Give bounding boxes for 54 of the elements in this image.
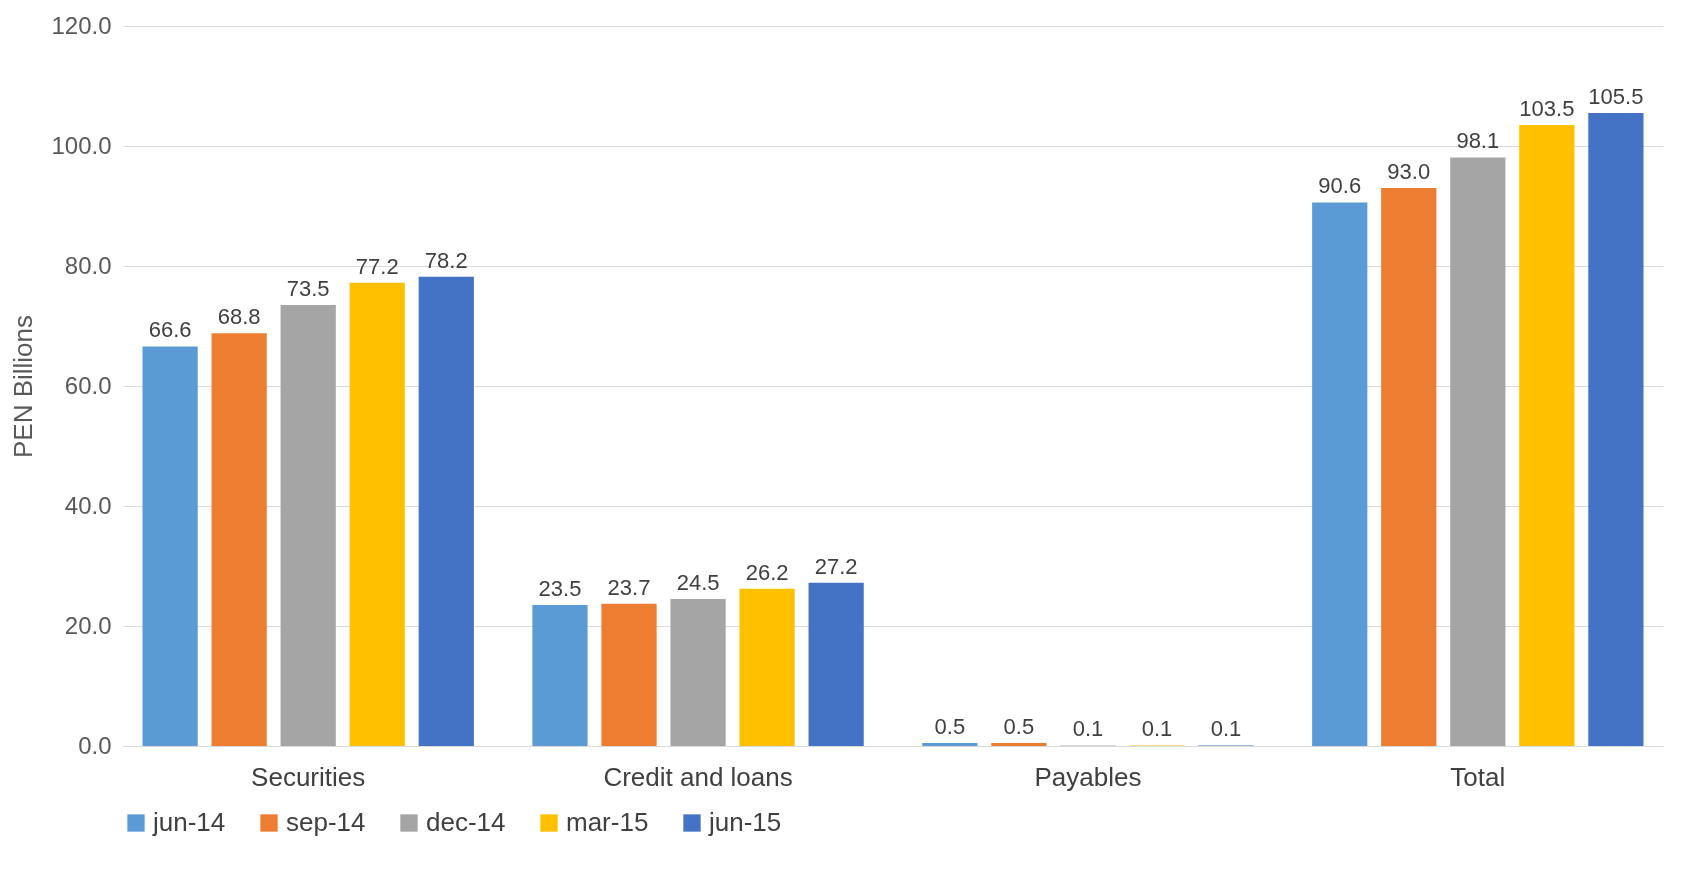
bar bbox=[922, 743, 978, 746]
bar bbox=[739, 588, 795, 746]
bar bbox=[1588, 113, 1644, 746]
y-tick-label: 60.0 bbox=[64, 371, 112, 399]
data-label: 23.7 bbox=[607, 574, 651, 600]
x-tick-label: Securities bbox=[251, 761, 366, 792]
data-label: 66.6 bbox=[148, 317, 192, 343]
y-tick-label: 100.0 bbox=[51, 131, 112, 159]
data-label: 24.5 bbox=[676, 570, 720, 595]
data-label: 26.2 bbox=[745, 559, 789, 585]
bar bbox=[1519, 125, 1575, 746]
y-tick-label: 0.0 bbox=[78, 731, 112, 759]
y-tick-label: 120.0 bbox=[51, 11, 112, 39]
data-label: 27.2 bbox=[814, 553, 858, 579]
bar bbox=[349, 282, 405, 746]
data-label: 98.1 bbox=[1456, 128, 1500, 154]
bar bbox=[670, 599, 726, 746]
bar bbox=[991, 743, 1047, 746]
x-tick-label: Credit and loans bbox=[603, 761, 793, 792]
data-label: 68.8 bbox=[217, 304, 261, 330]
data-label: 0.1 bbox=[1210, 716, 1242, 742]
data-label: 78.2 bbox=[424, 247, 468, 273]
data-label: 0.1 bbox=[1072, 716, 1104, 742]
legend-label: jun-15 bbox=[708, 807, 782, 837]
bar bbox=[280, 305, 336, 746]
bar bbox=[1381, 188, 1437, 746]
bar bbox=[211, 333, 267, 746]
data-label: 0.5 bbox=[934, 714, 966, 739]
x-tick-label: Payables bbox=[1034, 761, 1142, 792]
y-tick-label: 20.0 bbox=[64, 611, 112, 639]
data-label: 0.1 bbox=[1141, 716, 1173, 742]
legend-label: dec-14 bbox=[426, 807, 506, 837]
data-label: 90.6 bbox=[1318, 173, 1362, 199]
bar bbox=[418, 276, 474, 746]
bar bbox=[808, 582, 864, 746]
legend-label: mar-15 bbox=[566, 807, 649, 837]
bar bbox=[532, 605, 588, 746]
legend-label: sep-14 bbox=[286, 807, 366, 837]
data-label: 93.0 bbox=[1387, 159, 1431, 184]
bar bbox=[601, 603, 657, 746]
data-label: 105.5 bbox=[1588, 84, 1644, 109]
legend-label: jun-14 bbox=[152, 807, 226, 837]
data-label: 73.5 bbox=[286, 276, 330, 301]
data-label: 0.5 bbox=[1003, 714, 1035, 739]
data-label: 23.5 bbox=[538, 576, 582, 601]
bar bbox=[1312, 202, 1368, 746]
y-tick-label: 80.0 bbox=[64, 251, 112, 279]
x-tick-label: Total bbox=[1450, 761, 1506, 792]
bar bbox=[142, 346, 198, 746]
data-label: 77.2 bbox=[355, 253, 399, 279]
bar bbox=[1450, 157, 1506, 746]
data-label: 103.5 bbox=[1519, 96, 1575, 121]
y-axis-title: PEN Billions bbox=[8, 314, 39, 459]
y-tick-label: 40.0 bbox=[64, 491, 112, 519]
